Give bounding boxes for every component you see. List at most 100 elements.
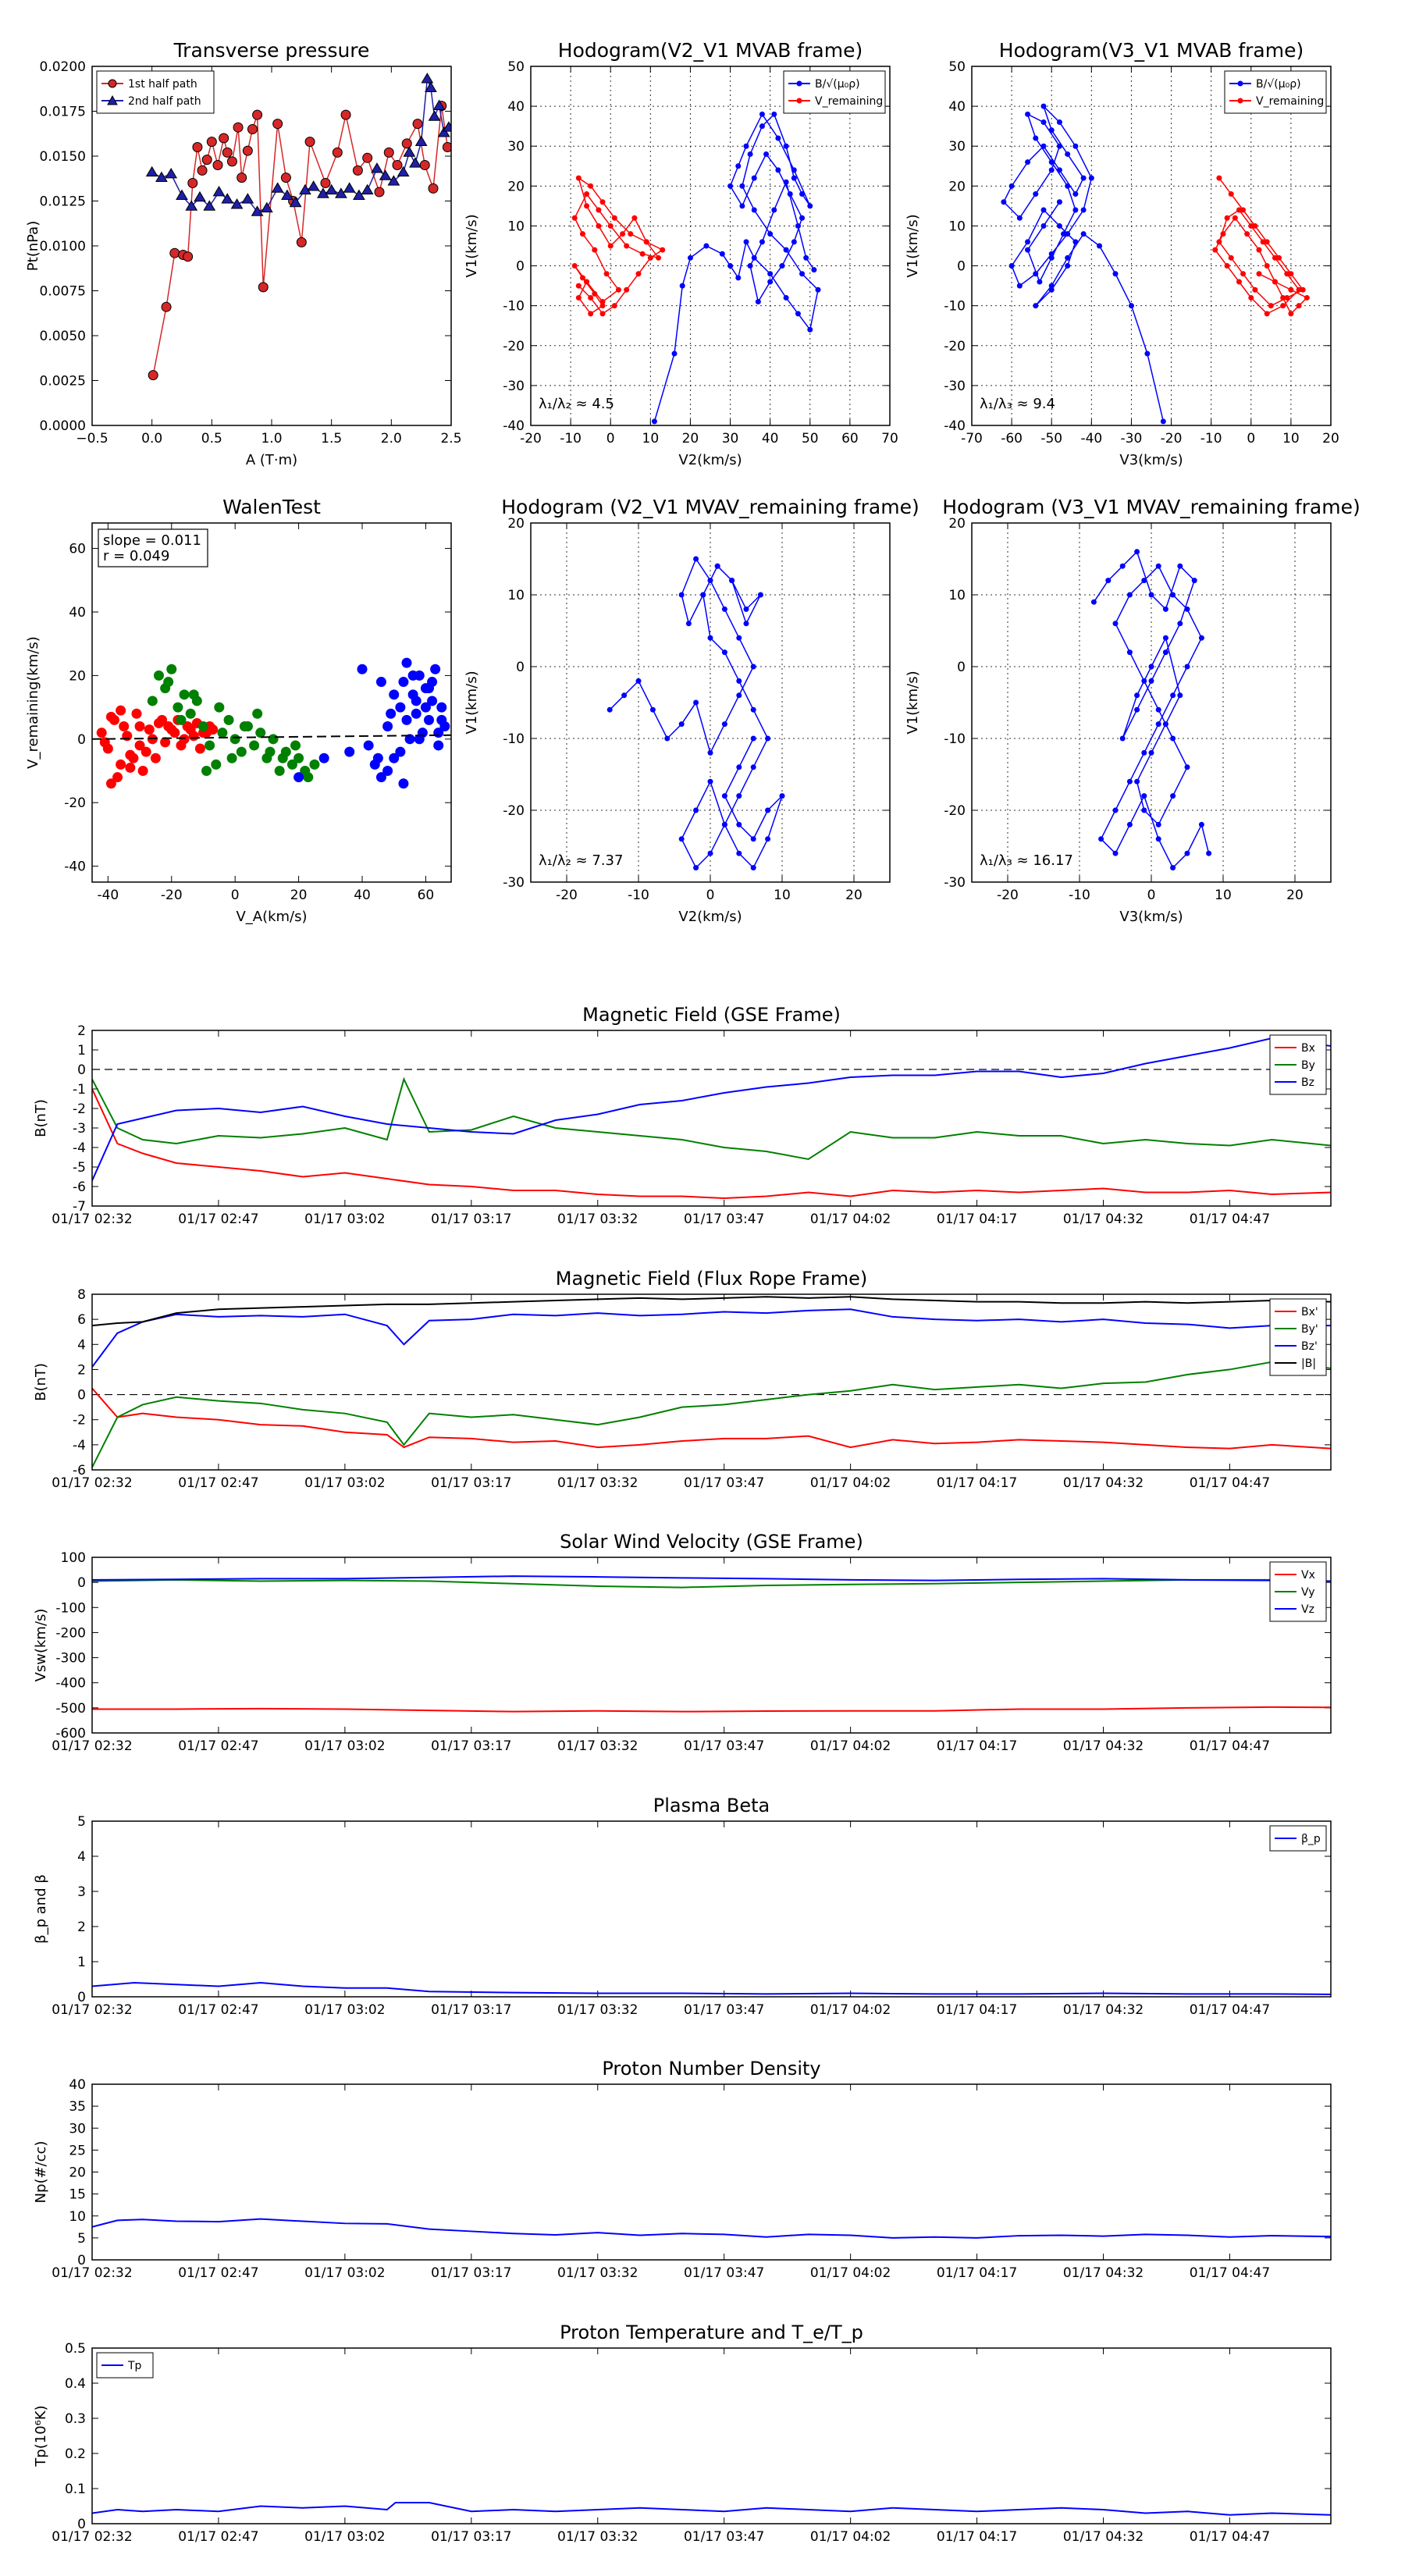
data-point xyxy=(260,201,273,213)
x-tick-label: 01/17 03:47 xyxy=(684,1475,764,1491)
x-tick-label: 01/17 03:47 xyxy=(684,2265,764,2281)
data-point xyxy=(592,247,598,253)
data-point xyxy=(615,286,621,293)
data-point xyxy=(1112,271,1119,277)
plot-area xyxy=(92,1981,1331,1995)
y-tick-label: 0 xyxy=(516,259,525,275)
data-point xyxy=(747,151,753,157)
data-point xyxy=(693,699,699,706)
legend-label: By' xyxy=(1301,1323,1318,1336)
x-tick-label: -40 xyxy=(1080,431,1102,447)
chart-title: Hodogram(V2_V1 MVAB frame) xyxy=(558,39,863,62)
x-tick-label: 01/17 02:47 xyxy=(178,2529,258,2545)
data-point xyxy=(1065,151,1071,157)
x-tick-label: 01/17 03:32 xyxy=(557,1475,638,1491)
data-point xyxy=(791,175,797,181)
data-point xyxy=(383,147,394,158)
data-point xyxy=(258,282,269,293)
data-point xyxy=(1155,706,1161,713)
data-point xyxy=(201,766,212,777)
data-point xyxy=(1001,199,1007,205)
y-tick-label: -20 xyxy=(503,339,525,354)
data-point xyxy=(187,178,198,188)
x-tick-label: 01/17 04:02 xyxy=(810,1475,891,1491)
data-point xyxy=(765,836,771,842)
chart-tp: Transverse pressure −0.5 0.0 0.5 1.0 1.5 2.0 2.… xyxy=(25,39,462,468)
data-point xyxy=(687,254,693,261)
y-tick-label: -40 xyxy=(64,859,86,875)
x-tick-label: 01/17 04:02 xyxy=(810,1738,891,1754)
data-point xyxy=(767,279,774,285)
data-point xyxy=(1033,303,1039,309)
data-point xyxy=(289,196,302,208)
data-point xyxy=(1065,263,1071,269)
data-point xyxy=(99,737,110,748)
data-point xyxy=(1296,303,1302,309)
plot-area xyxy=(145,73,451,381)
y-tick-label: 35 xyxy=(69,2099,86,2115)
data-point xyxy=(239,721,250,732)
data-point xyxy=(148,370,158,381)
data-point xyxy=(743,143,749,149)
legend: 1st half path 2nd half path xyxy=(96,70,215,114)
data-point xyxy=(584,279,590,285)
y-tick-label: 0.1 xyxy=(65,2482,86,2497)
data-point xyxy=(721,821,727,827)
data-point xyxy=(575,294,582,301)
data-point xyxy=(596,222,602,229)
data-point xyxy=(1040,207,1047,213)
data-point xyxy=(579,231,585,237)
x-tick-label: 60 xyxy=(418,888,435,903)
data-point xyxy=(795,311,801,317)
data-point xyxy=(693,865,699,871)
y-tick-label: 0 xyxy=(77,2517,86,2532)
data-point xyxy=(1008,263,1015,269)
data-point xyxy=(208,724,219,735)
data-point xyxy=(1155,836,1161,842)
data-point xyxy=(1244,231,1250,237)
y-tick-label: 10 xyxy=(507,588,525,603)
x-tick-label: 10 xyxy=(1215,888,1232,903)
legend-marker xyxy=(1237,98,1243,104)
x-tick-label: 01/17 03:17 xyxy=(431,1738,511,1754)
x-axis-label: V2(km/s) xyxy=(678,909,742,925)
data-point xyxy=(1296,286,1302,293)
plot-frame xyxy=(91,1557,1332,1734)
data-point xyxy=(735,163,742,169)
data-point xyxy=(442,142,451,152)
data-point xyxy=(1008,183,1015,189)
y-axis-label: B(nT) xyxy=(33,1099,49,1137)
data-point xyxy=(693,807,699,813)
chart-walen: WalenTest -40 -20 0 20 40 60 -40 -20 0 20 40 60 V_A(k… xyxy=(25,496,452,925)
x-tick-label: 01/17 03:47 xyxy=(684,2002,764,2018)
y-tick-label: 4 xyxy=(77,1337,86,1353)
data-point xyxy=(1040,103,1047,109)
data-point xyxy=(414,135,428,146)
data-point xyxy=(1080,207,1087,213)
y-tick-label: -6 xyxy=(73,1179,86,1195)
data-point xyxy=(1126,649,1133,656)
plot-area xyxy=(571,111,821,425)
data-point xyxy=(1134,549,1140,555)
data-point xyxy=(268,734,279,745)
stats-line: slope = 0.011 xyxy=(103,532,201,549)
data-point xyxy=(1148,592,1154,598)
data-point xyxy=(765,807,771,813)
data-point xyxy=(237,173,247,183)
x-tick-label: 01/17 02:47 xyxy=(178,1738,258,1754)
data-point xyxy=(432,99,446,110)
data-point xyxy=(352,165,363,176)
chart-title: WalenTest xyxy=(222,496,321,518)
x-axis-label: A (T·m) xyxy=(246,452,297,468)
data-point xyxy=(607,222,614,229)
x-tick-label: 01/17 03:47 xyxy=(684,1738,764,1754)
data-point xyxy=(791,167,797,173)
chart-title: Hodogram (V3_V1 MVAV_remaining frame) xyxy=(942,496,1361,518)
data-point xyxy=(765,735,771,742)
y-tick-label: 0.0100 xyxy=(40,239,86,254)
x-tick-label: 20 xyxy=(845,888,863,903)
y-tick-label: 0.3 xyxy=(65,2411,86,2427)
chart-h4: Hodogram (V3_V1 MVAV_remaining frame) -20… xyxy=(905,496,1361,925)
data-point xyxy=(131,708,142,719)
